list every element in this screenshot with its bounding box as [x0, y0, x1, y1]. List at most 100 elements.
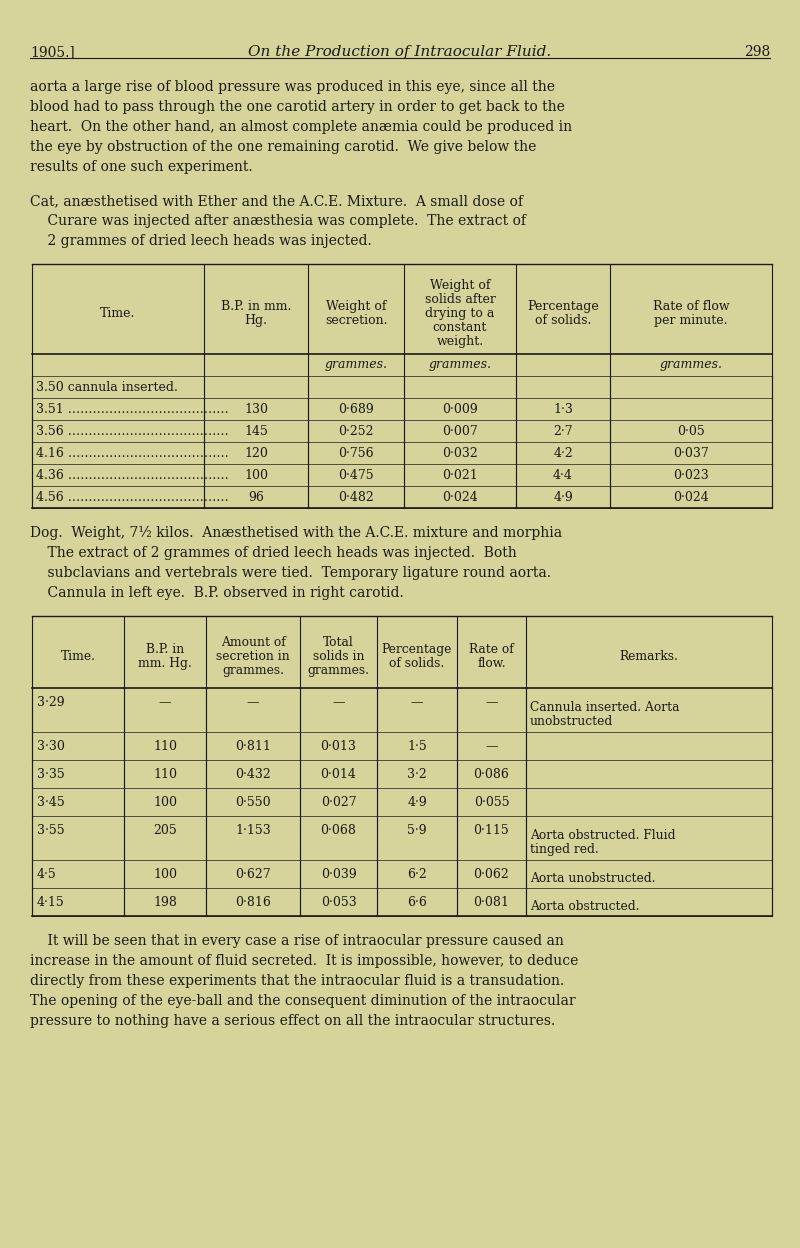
Text: 4·9: 4·9 — [407, 796, 427, 809]
Text: Aorta obstructed.: Aorta obstructed. — [530, 900, 639, 914]
Text: 0·039: 0·039 — [321, 869, 356, 881]
Text: grammes.: grammes. — [325, 358, 387, 371]
Text: 100: 100 — [153, 869, 177, 881]
Text: Percentage: Percentage — [527, 300, 599, 313]
Text: 130: 130 — [244, 403, 268, 416]
Text: 0·032: 0·032 — [442, 447, 478, 461]
Text: 0·252: 0·252 — [338, 426, 374, 438]
Text: 0·081: 0·081 — [474, 896, 510, 909]
Text: Aorta obstructed. Fluid: Aorta obstructed. Fluid — [530, 829, 675, 842]
Text: 110: 110 — [153, 768, 177, 781]
Text: —: — — [246, 696, 259, 709]
Text: results of one such experiment.: results of one such experiment. — [30, 160, 253, 173]
Text: 0·689: 0·689 — [338, 403, 374, 416]
Text: 0·023: 0·023 — [673, 469, 709, 482]
Text: Remarks.: Remarks. — [619, 650, 678, 663]
Text: —: — — [486, 740, 498, 753]
Text: 0·007: 0·007 — [442, 426, 478, 438]
Text: The opening of the eye-ball and the consequent diminution of the intraocular: The opening of the eye-ball and the cons… — [30, 993, 576, 1008]
Text: 2 grammes of dried leech heads was injected.: 2 grammes of dried leech heads was injec… — [30, 235, 372, 248]
Text: Percentage: Percentage — [382, 643, 452, 656]
Text: secretion.: secretion. — [325, 314, 387, 327]
Text: solids after: solids after — [425, 293, 495, 306]
Text: 0·021: 0·021 — [442, 469, 478, 482]
Text: Time.: Time. — [100, 307, 136, 319]
Text: Dog.  Weight, 7½ kilos.  Anæsthetised with the A.C.E. mixture and morphia: Dog. Weight, 7½ kilos. Anæsthetised with… — [30, 525, 562, 540]
Text: tinged red.: tinged red. — [530, 842, 598, 856]
Text: 4.16 …………………………………: 4.16 ………………………………… — [36, 447, 229, 461]
Text: —: — — [158, 696, 171, 709]
Text: B.P. in: B.P. in — [146, 643, 184, 656]
Text: drying to a: drying to a — [426, 307, 494, 319]
Text: heart.  On the other hand, an almost complete anæmia could be produced in: heart. On the other hand, an almost comp… — [30, 120, 572, 134]
Text: Weight of: Weight of — [430, 280, 490, 292]
Text: 298: 298 — [744, 45, 770, 59]
Text: 0·05: 0·05 — [677, 426, 705, 438]
Text: 3·35: 3·35 — [37, 768, 65, 781]
Text: 100: 100 — [244, 469, 268, 482]
Text: per minute.: per minute. — [654, 314, 728, 327]
Text: 145: 145 — [244, 426, 268, 438]
Text: subclavians and vertebrals were tied.  Temporary ligature round aorta.: subclavians and vertebrals were tied. Te… — [30, 567, 551, 580]
Text: grammes.: grammes. — [429, 358, 491, 371]
Text: 0·053: 0·053 — [321, 896, 356, 909]
Text: Curare was injected after anæsthesia was complete.  The extract of: Curare was injected after anæsthesia was… — [30, 213, 526, 228]
Text: 4·2: 4·2 — [553, 447, 573, 461]
Text: Weight of: Weight of — [326, 300, 386, 313]
Text: Aorta unobstructed.: Aorta unobstructed. — [530, 872, 655, 885]
Text: Rate of: Rate of — [469, 643, 514, 656]
Text: 5·9: 5·9 — [407, 824, 427, 837]
Text: The extract of 2 grammes of dried leech heads was injected.  Both: The extract of 2 grammes of dried leech … — [30, 547, 517, 560]
Text: weight.: weight. — [437, 334, 483, 348]
Text: —: — — [410, 696, 423, 709]
Text: flow.: flow. — [477, 656, 506, 670]
Text: Rate of flow: Rate of flow — [653, 300, 730, 313]
Text: blood had to pass through the one carotid artery in order to get back to the: blood had to pass through the one caroti… — [30, 100, 565, 114]
Text: grammes.: grammes. — [222, 664, 284, 676]
Text: unobstructed: unobstructed — [530, 715, 614, 728]
Text: —: — — [486, 696, 498, 709]
Text: mm. Hg.: mm. Hg. — [138, 656, 192, 670]
Text: the eye by obstruction of the one remaining carotid.  We give below the: the eye by obstruction of the one remain… — [30, 140, 536, 154]
Text: 4·9: 4·9 — [553, 490, 573, 504]
Text: 198: 198 — [153, 896, 177, 909]
Text: 96: 96 — [248, 490, 264, 504]
Text: It will be seen that in every case a rise of intraocular pressure caused an: It will be seen that in every case a ris… — [30, 934, 564, 948]
Text: 0·115: 0·115 — [474, 824, 510, 837]
Text: 0·086: 0·086 — [474, 768, 510, 781]
Text: secretion in: secretion in — [216, 650, 290, 663]
Text: 0·037: 0·037 — [673, 447, 709, 461]
Text: 3.50 cannula inserted.: 3.50 cannula inserted. — [36, 381, 178, 394]
Text: Time.: Time. — [61, 650, 95, 663]
Text: 205: 205 — [153, 824, 177, 837]
Text: pressure to nothing have a serious effect on all the intraocular structures.: pressure to nothing have a serious effec… — [30, 1013, 555, 1028]
Text: 0·816: 0·816 — [235, 896, 271, 909]
Text: grammes.: grammes. — [659, 358, 722, 371]
Text: 0·482: 0·482 — [338, 490, 374, 504]
Text: 0·550: 0·550 — [235, 796, 271, 809]
Text: 110: 110 — [153, 740, 177, 753]
Text: of solids.: of solids. — [535, 314, 591, 327]
Text: 1·153: 1·153 — [235, 824, 271, 837]
Text: 1·5: 1·5 — [407, 740, 427, 753]
Text: Amount of: Amount of — [221, 636, 286, 649]
Text: of solids.: of solids. — [390, 656, 445, 670]
Text: constant: constant — [433, 321, 487, 334]
Text: 3·45: 3·45 — [37, 796, 65, 809]
Text: 3·30: 3·30 — [37, 740, 65, 753]
Text: 100: 100 — [153, 796, 177, 809]
Text: 0·014: 0·014 — [321, 768, 357, 781]
Text: 6·2: 6·2 — [407, 869, 427, 881]
Text: 0·024: 0·024 — [442, 490, 478, 504]
Text: Total: Total — [323, 636, 354, 649]
Text: 0·811: 0·811 — [235, 740, 271, 753]
Text: 0·627: 0·627 — [235, 869, 271, 881]
Text: 0·024: 0·024 — [673, 490, 709, 504]
Text: 0·013: 0·013 — [321, 740, 357, 753]
Text: 3.56 …………………………………: 3.56 ………………………………… — [36, 426, 229, 438]
Text: 3.51 …………………………………: 3.51 ………………………………… — [36, 403, 229, 416]
Text: Cannula in left eye.  B.P. observed in right carotid.: Cannula in left eye. B.P. observed in ri… — [30, 587, 404, 600]
Text: 3·2: 3·2 — [407, 768, 427, 781]
Text: On the Production of Intraocular Fluid.: On the Production of Intraocular Fluid. — [248, 45, 552, 59]
Text: directly from these experiments that the intraocular fluid is a transudation.: directly from these experiments that the… — [30, 973, 564, 988]
